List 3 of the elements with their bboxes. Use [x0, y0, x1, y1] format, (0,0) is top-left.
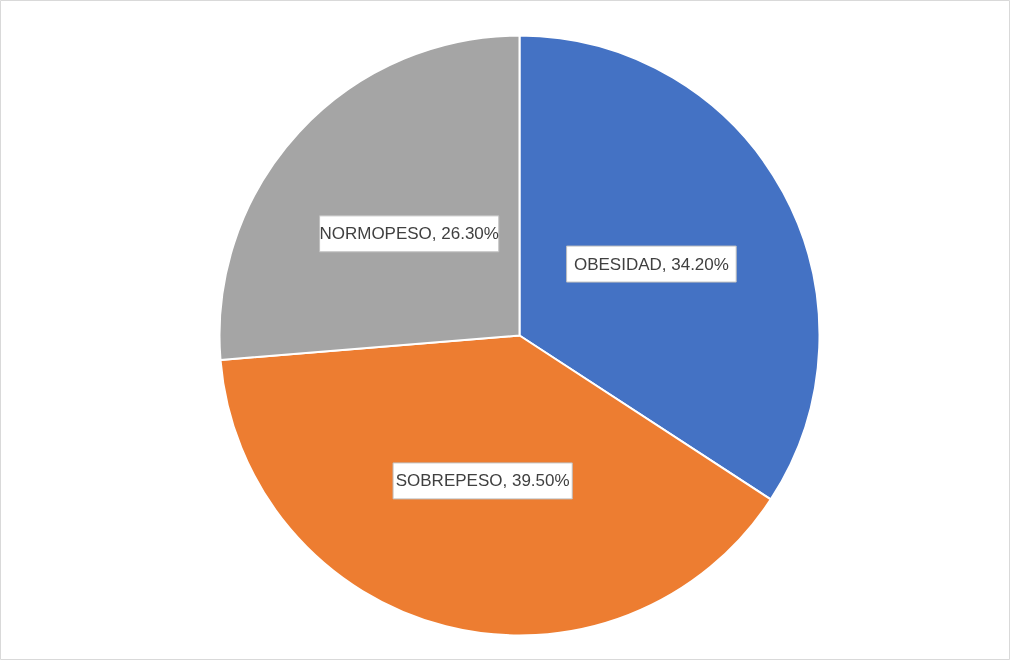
slice-label: OBESIDAD, 34.20%: [573, 254, 729, 274]
slice-label: SOBREPESO, 39.50%: [395, 471, 570, 491]
slice-label: NORMOPESO, 26.30%: [319, 224, 499, 244]
